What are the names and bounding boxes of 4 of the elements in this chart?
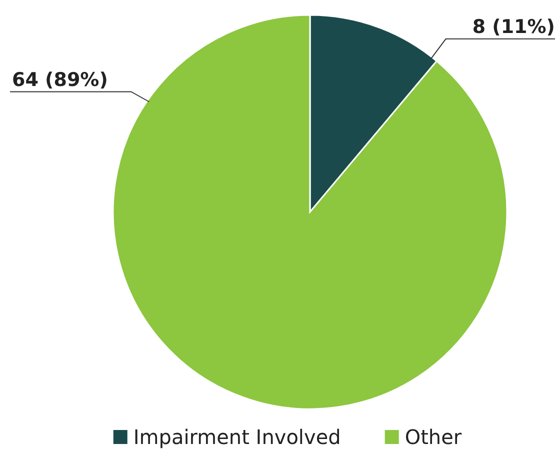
legend-label: Other <box>404 425 462 449</box>
data-label: 8 (11%) <box>472 16 555 38</box>
legend-label: Impairment Involved <box>133 425 341 449</box>
data-label: 64 (89%) <box>12 68 108 91</box>
